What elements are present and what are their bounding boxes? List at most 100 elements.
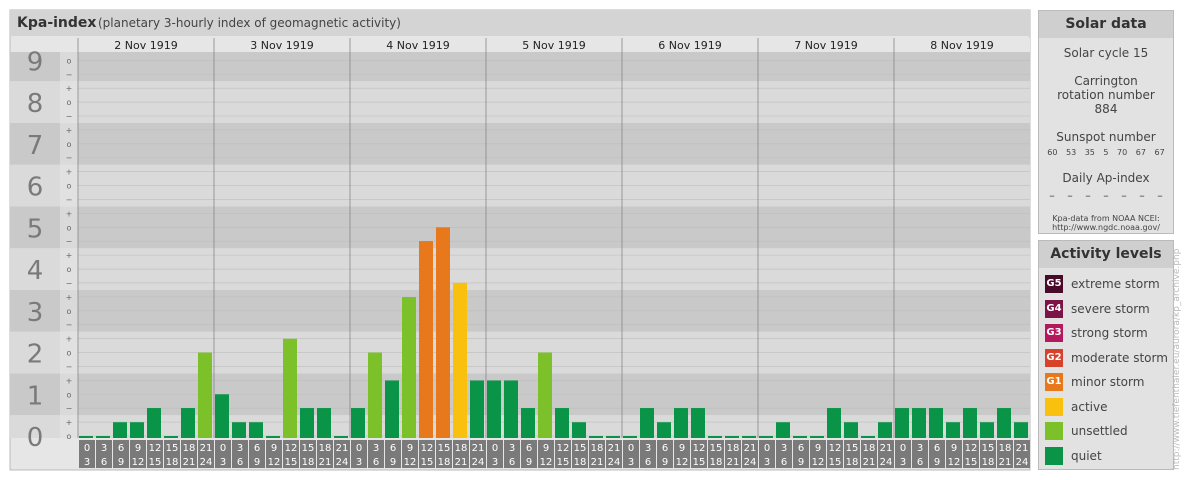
hour-start: 6 — [254, 443, 260, 454]
bar — [300, 408, 314, 438]
chart: Kpa-index (planetary 3-hourly index of g… — [9, 9, 1031, 471]
hour-cell — [946, 440, 962, 468]
hour-end: 24 — [472, 457, 485, 468]
side-url: http://www.tiefenthaler.eu/aurora/kp_arc… — [1172, 248, 1182, 470]
bar — [504, 380, 518, 438]
y-sub-label: o — [67, 349, 72, 358]
y-sub-label: − — [66, 70, 73, 79]
day-label: 4 Nov 1919 — [386, 39, 449, 52]
bar — [351, 408, 365, 438]
bar — [555, 408, 569, 438]
hour-end: 18 — [166, 457, 179, 468]
hour-end: 6 — [373, 457, 379, 468]
y-sub-label: − — [66, 321, 73, 330]
hour-end: 15 — [557, 457, 570, 468]
level-swatch: G2 — [1045, 348, 1063, 367]
y-sub-label: o — [67, 140, 72, 149]
hour-start: 0 — [900, 443, 906, 454]
level-list: G5 extreme storm G4 severe storm G3 strong st… — [1039, 272, 1173, 468]
hour-end: 6 — [781, 457, 787, 468]
bar — [793, 436, 807, 438]
bar — [776, 422, 790, 438]
hour-cell — [521, 440, 537, 468]
hour-start: 21 — [1016, 443, 1029, 454]
level-swatch — [1045, 397, 1063, 416]
hour-cell — [759, 440, 775, 468]
hour-start: 0 — [84, 443, 90, 454]
hour-cell — [827, 440, 843, 468]
ap-value: – — [1085, 189, 1091, 202]
source-url: http://www.ngdc.noaa.gov/ — [1052, 223, 1160, 232]
hour-cell — [249, 440, 265, 468]
hour-end: 21 — [183, 457, 196, 468]
level-label: strong storm — [1071, 326, 1148, 341]
day-label: 6 Nov 1919 — [658, 39, 721, 52]
hour-end: 3 — [84, 457, 90, 468]
hour-cell — [283, 440, 299, 468]
bar — [657, 422, 671, 438]
bar — [266, 436, 280, 438]
hour-start: 0 — [220, 443, 226, 454]
y-sub-label: − — [66, 195, 73, 204]
hour-start: 15 — [982, 443, 995, 454]
sunspot-value: 35 — [1084, 148, 1095, 157]
hour-cell — [929, 440, 945, 468]
hour-start: 15 — [574, 443, 587, 454]
hour-cell — [708, 440, 724, 468]
level-item: G4 severe storm — [1045, 297, 1173, 322]
hour-end: 12 — [268, 457, 281, 468]
level-item: G2 moderate storm — [1045, 346, 1173, 371]
hour-end: 18 — [982, 457, 995, 468]
hour-end: 21 — [455, 457, 468, 468]
y-tick-label: 6 — [27, 173, 44, 203]
level-swatch — [1045, 446, 1063, 465]
chart-title: Kpa-index — [17, 15, 96, 31]
hour-end: 6 — [101, 457, 107, 468]
hour-start: 21 — [880, 443, 893, 454]
y-tick-label: 9 — [27, 47, 44, 77]
bar — [623, 436, 637, 438]
bar — [742, 436, 756, 438]
bar — [725, 436, 739, 438]
hour-cell — [861, 440, 877, 468]
hour-start: 9 — [951, 443, 957, 454]
ap-value: – — [1103, 189, 1109, 202]
rotation: Carrington rotation number 884 — [1057, 74, 1155, 116]
hour-start: 0 — [764, 443, 770, 454]
hour-end: 24 — [200, 457, 213, 468]
y-tick-label: 0 — [27, 423, 44, 453]
hour-end: 9 — [526, 457, 532, 468]
y-tick-label: 7 — [27, 131, 44, 161]
hour-start: 12 — [965, 443, 978, 454]
bar — [810, 436, 824, 438]
hour-start: 6 — [118, 443, 124, 454]
y-tick-label: 5 — [27, 214, 44, 244]
hour-cell — [623, 440, 639, 468]
hour-start: 6 — [798, 443, 804, 454]
hour-cell — [725, 440, 741, 468]
hour-cell — [776, 440, 792, 468]
hour-start: 18 — [999, 443, 1012, 454]
hour-cell — [504, 440, 520, 468]
hour-start: 15 — [846, 443, 859, 454]
hour-end: 3 — [220, 457, 226, 468]
hour-cell — [487, 440, 503, 468]
hour-start: 6 — [526, 443, 532, 454]
hour-start: 12 — [285, 443, 298, 454]
chart-subtitle: (planetary 3-hourly index of geomagnetic… — [98, 16, 401, 30]
bar — [232, 422, 246, 438]
bar — [487, 380, 501, 438]
level-item: G3 strong storm — [1045, 321, 1173, 346]
level-label: quiet — [1071, 448, 1102, 463]
y-sub-label: + — [66, 209, 73, 218]
bar — [521, 408, 535, 438]
hour-start: 3 — [917, 443, 923, 454]
hour-end: 6 — [645, 457, 651, 468]
sunspot-value: 53 — [1065, 148, 1077, 157]
level-swatch — [1045, 422, 1063, 441]
hour-cell — [147, 440, 163, 468]
bar — [912, 408, 926, 438]
hour-cell — [1014, 440, 1030, 468]
hour-end: 15 — [285, 457, 298, 468]
hour-start: 12 — [149, 443, 162, 454]
